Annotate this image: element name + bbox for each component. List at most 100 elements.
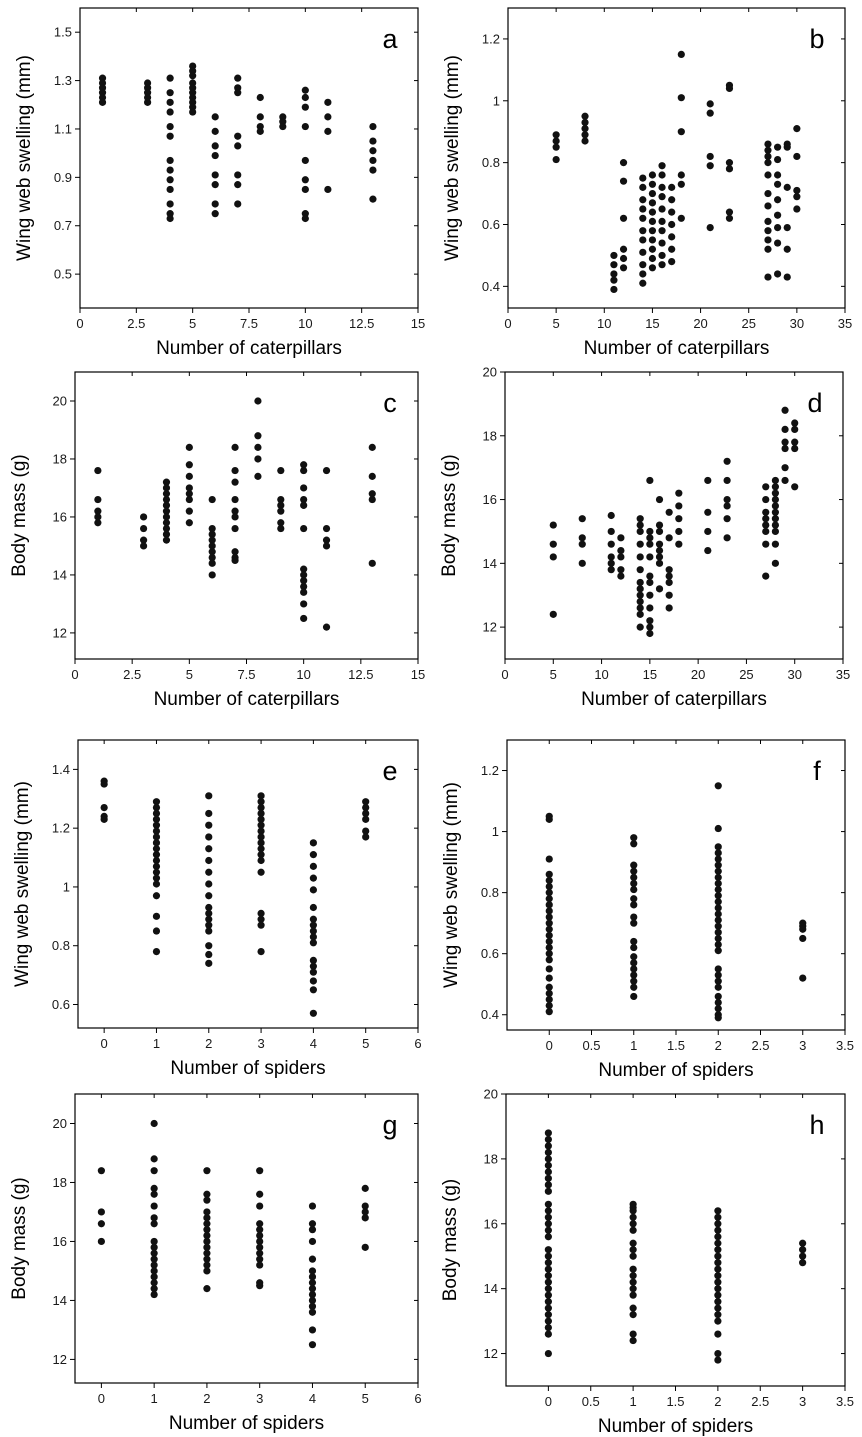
data-point bbox=[205, 959, 213, 967]
data-point bbox=[277, 524, 285, 533]
panel-letter: e bbox=[382, 756, 397, 786]
x-tick-label: 25 bbox=[741, 316, 755, 331]
data-point bbox=[301, 176, 309, 184]
data-point bbox=[256, 1249, 264, 1257]
data-point bbox=[166, 156, 174, 165]
data-point bbox=[166, 132, 174, 140]
data-point bbox=[636, 521, 644, 529]
data-point bbox=[150, 1237, 158, 1246]
x-tick-label: 2.5 bbox=[751, 1394, 769, 1409]
data-point bbox=[205, 909, 213, 917]
data-point bbox=[545, 925, 553, 933]
data-point bbox=[646, 591, 654, 599]
data-point bbox=[668, 196, 676, 204]
data-point bbox=[544, 1252, 552, 1260]
data-point bbox=[549, 553, 557, 561]
y-tick-label: 0.7 bbox=[54, 218, 72, 233]
data-point bbox=[205, 942, 213, 950]
data-point bbox=[231, 443, 239, 451]
data-point bbox=[646, 553, 654, 561]
x-tick-label: 10 bbox=[296, 667, 310, 682]
panel-c: 0 2.5 5 7.5 10 12.5 15 12 14 16 18 20 Number of cate… bbox=[9, 371, 425, 710]
data-point bbox=[300, 565, 308, 573]
data-point bbox=[208, 542, 216, 550]
data-point bbox=[152, 803, 161, 812]
data-point bbox=[152, 927, 161, 935]
data-point bbox=[762, 572, 770, 580]
x-tick-label: 3 bbox=[799, 1038, 806, 1053]
data-point bbox=[771, 495, 780, 504]
data-point bbox=[545, 907, 553, 915]
data-point bbox=[646, 476, 654, 485]
data-point bbox=[203, 1190, 211, 1198]
data-point bbox=[610, 261, 618, 269]
data-point bbox=[277, 466, 285, 475]
data-point bbox=[544, 1226, 552, 1234]
data-point bbox=[308, 1285, 317, 1293]
data-point bbox=[629, 1252, 637, 1260]
data-point bbox=[322, 623, 331, 631]
x-tick-label: 5 bbox=[553, 316, 560, 331]
data-point bbox=[799, 974, 807, 982]
data-points bbox=[97, 1119, 369, 1349]
data-point bbox=[771, 559, 780, 567]
panel-letter: h bbox=[809, 1110, 824, 1140]
data-point bbox=[629, 1272, 637, 1280]
y-tick-label: 14 bbox=[53, 1293, 67, 1308]
data-point bbox=[308, 1267, 317, 1275]
data-point bbox=[668, 233, 676, 241]
data-point bbox=[309, 933, 317, 941]
data-point bbox=[714, 1285, 722, 1293]
data-point bbox=[322, 542, 331, 550]
data-point bbox=[257, 821, 265, 829]
y-tick-label: 14 bbox=[483, 556, 497, 571]
x-tick-label: 7.5 bbox=[240, 316, 258, 331]
data-point bbox=[257, 827, 265, 835]
data-point bbox=[658, 205, 666, 213]
data-point bbox=[581, 131, 589, 139]
x-tick-label: 5 bbox=[362, 1036, 369, 1051]
data-point bbox=[630, 959, 638, 967]
data-point bbox=[256, 113, 264, 121]
data-point bbox=[185, 443, 193, 451]
data-point bbox=[655, 495, 664, 504]
x-tick-label: 2 bbox=[203, 1391, 210, 1406]
data-point bbox=[639, 236, 647, 244]
data-point bbox=[308, 1202, 317, 1210]
y-tick-label: 12 bbox=[53, 1352, 67, 1367]
data-point bbox=[665, 578, 673, 587]
data-point bbox=[150, 1155, 158, 1163]
data-point bbox=[544, 1200, 552, 1208]
x-tick-label: 0 bbox=[76, 316, 83, 331]
data-point bbox=[208, 524, 216, 533]
data-point bbox=[636, 515, 644, 523]
data-point bbox=[706, 109, 714, 117]
data-point bbox=[762, 527, 770, 536]
data-point bbox=[619, 177, 628, 185]
data-point bbox=[714, 1330, 722, 1338]
x-tick-label: 1 bbox=[151, 1391, 158, 1406]
x-tick-label: 15 bbox=[645, 316, 659, 331]
data-point bbox=[162, 495, 171, 504]
data-point bbox=[257, 798, 265, 806]
y-tick-label: 0.4 bbox=[481, 1007, 499, 1022]
data-point bbox=[714, 965, 722, 973]
data-point bbox=[301, 86, 309, 94]
data-point bbox=[361, 1243, 369, 1251]
y-axis-title: Body mass (g) bbox=[440, 1179, 461, 1301]
data-point bbox=[203, 1214, 211, 1222]
y-axis-title: Body mass (g) bbox=[9, 454, 30, 576]
data-point bbox=[665, 508, 673, 516]
data-point bbox=[256, 1261, 264, 1269]
data-point bbox=[166, 214, 174, 223]
data-point bbox=[714, 928, 722, 936]
data-point bbox=[774, 196, 782, 204]
data-point bbox=[636, 527, 644, 536]
data-point bbox=[639, 248, 647, 256]
data-point bbox=[152, 880, 161, 888]
data-point bbox=[774, 270, 782, 278]
data-point bbox=[636, 566, 644, 574]
data-point bbox=[793, 125, 801, 133]
data-point bbox=[185, 461, 193, 469]
data-point bbox=[166, 200, 174, 208]
